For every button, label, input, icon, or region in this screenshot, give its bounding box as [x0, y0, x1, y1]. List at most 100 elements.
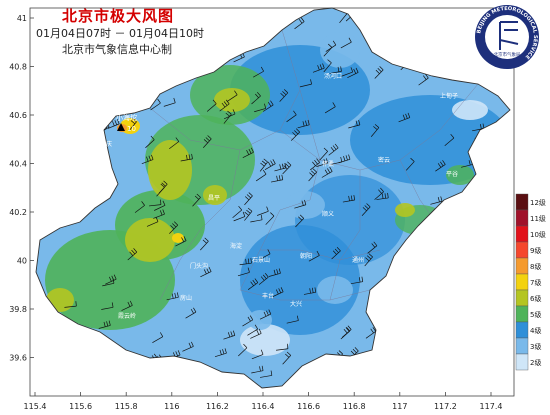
wind-barb — [418, 73, 429, 86]
x-tick-label: 117.4 — [480, 402, 503, 411]
wind-barb — [297, 119, 310, 129]
wind-barb — [445, 254, 456, 266]
x-tick-label: 117.2 — [434, 402, 457, 411]
wind-barb — [441, 229, 451, 243]
wind-barb — [99, 175, 112, 183]
plot-frame — [29, 7, 515, 397]
wind-barb — [350, 276, 364, 285]
y-tick-label: 40.2 — [9, 208, 27, 217]
wind-barb — [243, 41, 256, 48]
wind-barb — [479, 304, 492, 312]
wind-barb — [286, 315, 299, 324]
wind-barb — [55, 67, 68, 77]
station-label: 怀柔 — [322, 160, 334, 168]
wind-barb — [214, 348, 227, 358]
wind-barb — [55, 135, 68, 146]
wind-barb — [164, 356, 173, 370]
legend-label: 6级 — [530, 294, 541, 303]
wind-barb — [321, 166, 333, 178]
wind-barb — [91, 177, 104, 186]
wind-barb — [258, 272, 269, 285]
station-label: 汤河口 — [324, 72, 342, 80]
legend-swatch — [515, 241, 529, 259]
x-tick-label: 115.4 — [24, 402, 47, 411]
source-credit: 北京市气象信息中心制 — [62, 43, 172, 56]
wind-barb — [276, 343, 289, 351]
wind-level-legend: 12级 11级 10级 9级 8级 7级 6级 5级 4级 3级 2级 — [515, 193, 546, 371]
wind-barb — [223, 109, 236, 120]
wind-barb — [255, 169, 267, 182]
legend-swatch — [515, 289, 529, 307]
wind-barb — [250, 214, 263, 223]
wind-barb — [259, 309, 272, 320]
wind-barb — [166, 292, 179, 301]
wind-barb — [405, 157, 415, 171]
wind-barb — [348, 119, 361, 129]
wind-barb — [426, 284, 438, 295]
wind-barb — [46, 367, 59, 378]
wind-barb — [411, 234, 423, 245]
wind-barb — [193, 17, 202, 31]
wind-barb — [95, 127, 105, 141]
peak-wind-marker: 10 小海坨 — [116, 113, 137, 133]
wind-barb — [328, 143, 339, 156]
wind-barb — [259, 249, 271, 260]
wind-barb — [472, 123, 485, 132]
legend-swatch — [515, 273, 529, 291]
y-axis: 41 40.8 40.6 40.4 40.2 40 39.8 39.6 — [9, 14, 34, 363]
wind-barb — [480, 334, 490, 347]
wind-barb — [128, 118, 137, 132]
wind-barb — [430, 196, 443, 205]
wind-barb — [374, 187, 384, 200]
wind-barb — [319, 147, 328, 161]
wind-barb — [361, 203, 371, 216]
map-title: 北京市极大风图 — [62, 7, 175, 25]
legend-swatch — [515, 225, 529, 243]
wind-barb — [163, 97, 176, 107]
wind-barb — [242, 315, 254, 327]
wind-barb — [361, 13, 371, 26]
wind-barb — [294, 199, 307, 209]
legend-swatch — [515, 305, 529, 323]
wind-barb — [330, 157, 343, 166]
station-label: 丰台 — [262, 292, 274, 300]
peak-wind-value: 10 — [127, 125, 136, 133]
station-label: 密云 — [378, 156, 390, 164]
legend-label: 2级 — [530, 358, 541, 367]
wind-barb — [435, 160, 446, 172]
station-label: 房山 — [180, 294, 192, 302]
wind-barb — [279, 89, 289, 102]
wind-barb — [233, 211, 246, 222]
y-tick-label: 40.8 — [9, 63, 27, 72]
station-label: 霞云岭 — [118, 312, 136, 320]
wind-barb — [156, 183, 165, 197]
wind-barb — [308, 250, 320, 262]
wind-barb — [81, 60, 91, 73]
wind-barb — [148, 199, 162, 207]
wind-level-fill — [45, 32, 510, 356]
y-tick-label: 39.8 — [9, 305, 27, 314]
wind-barb — [329, 66, 342, 74]
wind-barb — [418, 226, 427, 240]
wind-barb — [477, 231, 488, 243]
x-tick-label: 116 — [164, 402, 179, 411]
wind-barb — [312, 63, 325, 73]
wind-barb — [169, 137, 180, 150]
wind-barb — [270, 174, 284, 183]
wind-barb — [286, 110, 297, 123]
wind-barb — [73, 137, 84, 151]
x-tick-label: 115.6 — [69, 402, 92, 411]
wind-barb — [146, 216, 159, 227]
wind-barb — [175, 236, 187, 247]
station-label: 石景山 — [252, 256, 270, 264]
wind-barb — [145, 135, 155, 149]
wind-barb — [66, 161, 79, 171]
wind-barb — [347, 67, 359, 78]
wind-barb — [443, 354, 455, 367]
wind-barb — [340, 37, 352, 49]
legend-label: 4级 — [530, 326, 541, 335]
wind-barb — [244, 207, 253, 221]
wind-barb — [141, 154, 154, 164]
wind-barb — [169, 221, 179, 234]
wind-barb — [274, 162, 287, 172]
